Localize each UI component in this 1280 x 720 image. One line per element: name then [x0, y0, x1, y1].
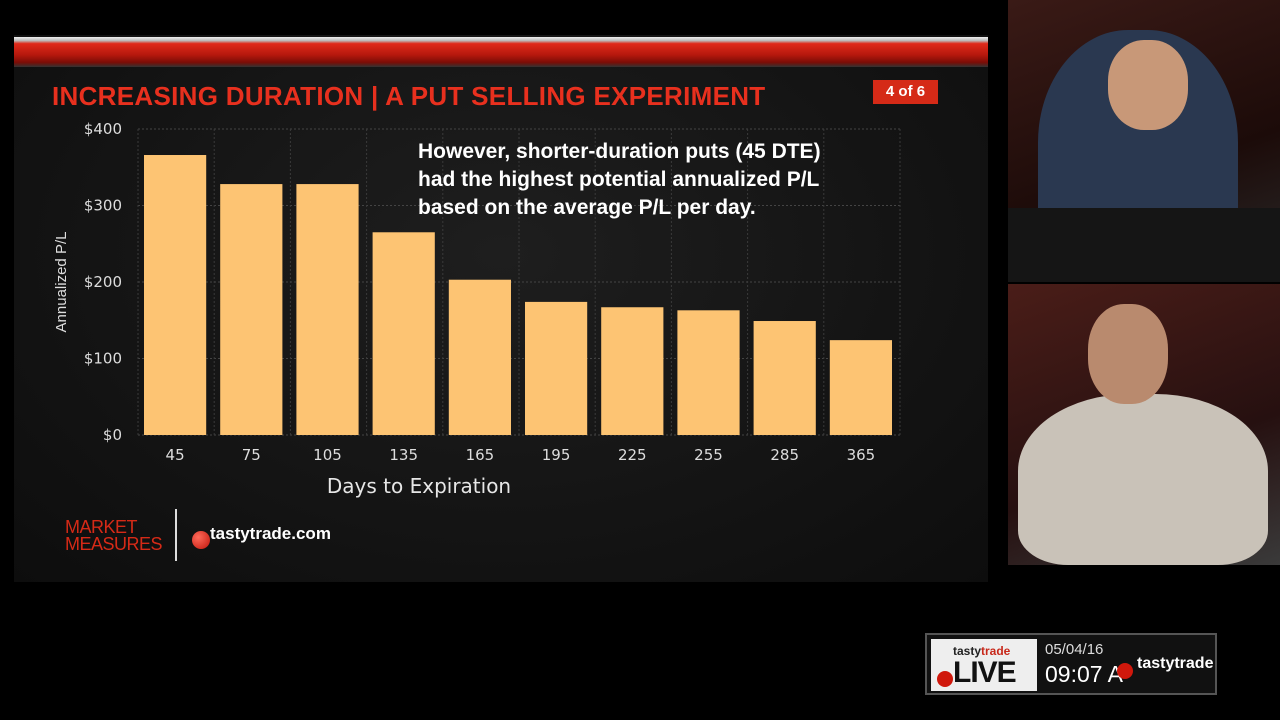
header-stripe — [14, 37, 988, 67]
bar-chart: $0 $100 $200 $300 $400 45 75 105 135 165 195 225 255… — [53, 120, 901, 498]
live-overlay: tastytrade LIVE 05/04/16 09:07 A tastytr… — [925, 633, 1217, 695]
x-axis-label: Days to Expiration — [327, 474, 511, 498]
desk — [1008, 208, 1280, 282]
bar — [296, 184, 359, 435]
bar — [829, 340, 892, 435]
video-feed-host-1 — [1008, 0, 1280, 282]
tastytrade-logo: tastytrade — [1137, 655, 1214, 672]
time: 09:07 A — [1045, 661, 1124, 687]
y-tick-label: $100 — [84, 350, 122, 368]
bar — [220, 184, 283, 435]
note-line: However, shorter-duration puts (45 DTE) — [418, 140, 821, 163]
bar — [144, 155, 207, 435]
x-tick-label: 165 — [466, 446, 495, 464]
y-tick-label: $200 — [84, 273, 122, 291]
x-tick-label: 365 — [847, 446, 876, 464]
cherry-icon — [192, 531, 210, 549]
x-tick-label: 45 — [166, 446, 185, 464]
cherry-icon — [937, 671, 953, 687]
person — [1018, 394, 1268, 565]
logo-line: MARKET — [65, 517, 138, 537]
x-tick-label: 135 — [389, 446, 418, 464]
annotation-text: However, shorter-duration puts (45 DTE) … — [418, 138, 938, 222]
face — [1108, 40, 1188, 130]
x-tick-label: 255 — [694, 446, 723, 464]
x-tick-label: 75 — [242, 446, 261, 464]
logo-text: tastytrade — [953, 644, 1010, 658]
y-axis-label: Annualized P/L — [53, 232, 70, 333]
x-tick-label: 225 — [618, 446, 647, 464]
cherry-icon — [1117, 663, 1133, 679]
page-badge: 4 of 6 — [873, 80, 938, 104]
tastytrade-live-logo: tastytrade LIVE — [931, 639, 1037, 691]
video-feed-host-2 — [1008, 284, 1280, 565]
y-tick-label: $0 — [103, 426, 122, 444]
divider — [175, 509, 177, 561]
x-tick-label: 285 — [770, 446, 799, 464]
x-tick-label: 105 — [313, 446, 342, 464]
y-tick-label: $400 — [84, 120, 122, 138]
bar — [372, 232, 435, 435]
x-tick-label: 195 — [542, 446, 571, 464]
bar — [677, 310, 740, 435]
y-tick-label: $300 — [84, 197, 122, 215]
date: 05/04/16 — [1045, 641, 1104, 658]
note-line: based on the average P/L per day. — [418, 196, 756, 219]
face — [1088, 304, 1168, 404]
logo-word-accent: trade — [981, 644, 1011, 658]
market-measures-logo: MARKET MEASURES — [65, 517, 163, 554]
slide-title: INCREASING DURATION | A PUT SELLING EXPE… — [52, 81, 766, 111]
site-url: tastytrade.com — [210, 524, 331, 543]
logo-word: tasty — [953, 644, 982, 658]
bar — [525, 301, 588, 435]
logo-line: MEASURES — [65, 534, 163, 554]
note-line: had the highest potential annualized P/L — [418, 168, 820, 191]
live-label: LIVE — [953, 656, 1017, 689]
slide: INCREASING DURATION | A PUT SELLING EXPE… — [14, 35, 988, 582]
bar — [753, 321, 816, 435]
bar — [448, 279, 511, 435]
bar — [601, 307, 664, 435]
